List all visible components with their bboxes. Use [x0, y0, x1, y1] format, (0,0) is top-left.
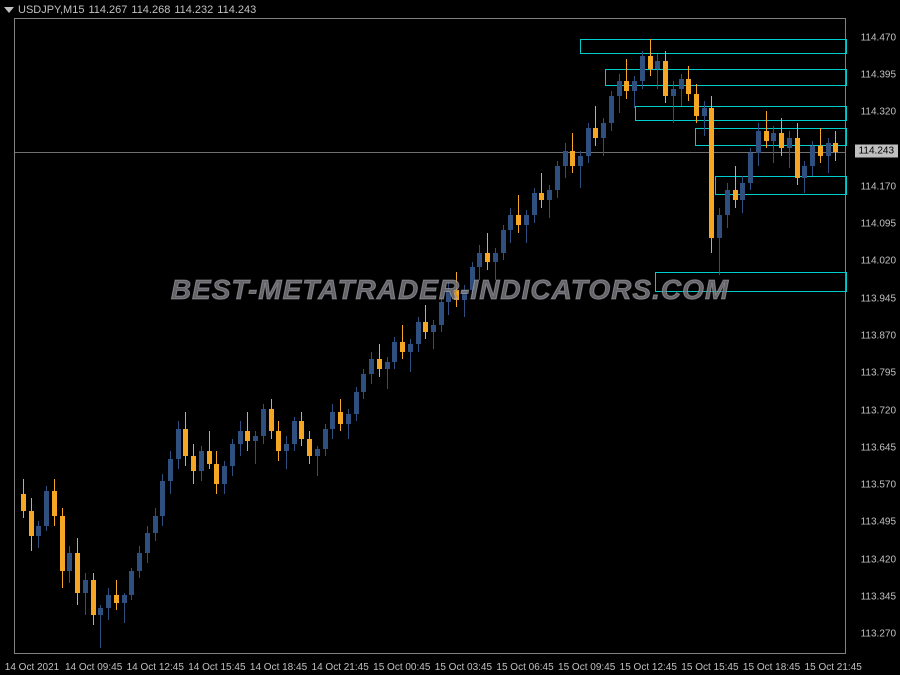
y-tick-label: 113.270 — [861, 629, 896, 640]
chart-container: USDJPY,M15 114.267 114.268 114.232 114.2… — [0, 0, 900, 675]
zone-rect — [635, 106, 847, 121]
ohlc-h: 114.268 — [131, 4, 170, 16]
x-tick-label: 15 Oct 12:45 — [620, 662, 677, 673]
y-tick-label: 113.870 — [861, 331, 896, 342]
x-tick-label: 15 Oct 15:45 — [681, 662, 738, 673]
y-tick-label: 113.645 — [861, 442, 896, 453]
x-tick-label: 14 Oct 18:45 — [250, 662, 307, 673]
y-tick-label: 113.945 — [861, 293, 896, 304]
ohlc-l: 114.232 — [174, 4, 213, 16]
chart-area[interactable] — [14, 18, 846, 654]
x-tick-label: 15 Oct 09:45 — [558, 662, 615, 673]
dropdown-icon[interactable] — [4, 7, 14, 13]
y-tick-label: 114.020 — [861, 256, 896, 267]
x-tick-label: 14 Oct 09:45 — [65, 662, 122, 673]
y-tick-label: 113.495 — [861, 517, 896, 528]
y-tick-label: 113.795 — [861, 368, 896, 379]
x-tick-label: 15 Oct 21:45 — [805, 662, 862, 673]
x-tick-label: 15 Oct 00:45 — [373, 662, 430, 673]
zone-rect — [580, 39, 847, 54]
x-axis: 14 Oct 202114 Oct 09:4514 Oct 12:4514 Oc… — [14, 657, 846, 675]
y-tick-label: 113.420 — [861, 554, 896, 565]
ohlc-c: 114.243 — [217, 4, 256, 16]
watermark-text: BEST-METATRADER-INDICATORS.COM — [171, 274, 729, 306]
y-tick-label: 114.170 — [861, 181, 896, 192]
x-tick-label: 14 Oct 21:45 — [312, 662, 369, 673]
x-tick-label: 15 Oct 06:45 — [496, 662, 553, 673]
x-tick-label: 15 Oct 03:45 — [435, 662, 492, 673]
y-tick-label: 113.570 — [861, 480, 896, 491]
current-price-label: 114.243 — [855, 144, 898, 157]
y-tick-label: 113.345 — [861, 591, 896, 602]
x-tick-label: 14 Oct 15:45 — [188, 662, 245, 673]
x-tick-label: 15 Oct 18:45 — [743, 662, 800, 673]
price-line — [15, 152, 845, 153]
chart-header: USDJPY,M15 114.267 114.268 114.232 114.2… — [4, 4, 256, 16]
x-tick-label: 14 Oct 12:45 — [127, 662, 184, 673]
y-tick-label: 113.720 — [861, 405, 896, 416]
y-tick-label: 114.320 — [861, 107, 896, 118]
x-tick-label: 14 Oct 2021 — [5, 662, 59, 673]
y-axis: 114.470 114.395 114.320 114.243 114.170 114.0… — [846, 18, 900, 654]
symbol-label: USDJPY,M15 — [18, 4, 84, 16]
y-tick-label: 114.470 — [861, 32, 896, 43]
ohlc-o: 114.267 — [88, 4, 127, 16]
y-tick-label: 114.095 — [861, 219, 896, 230]
y-tick-label: 114.395 — [861, 70, 896, 81]
